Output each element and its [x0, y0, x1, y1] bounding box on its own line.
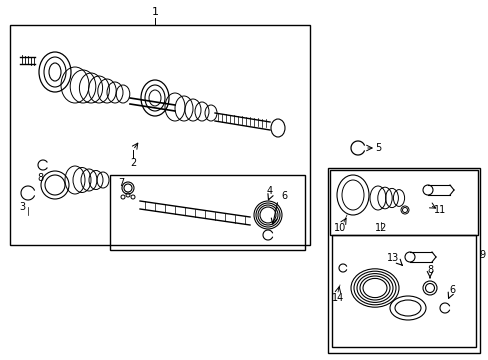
Text: 7: 7 — [118, 178, 124, 188]
Bar — [110, 175, 305, 250]
Text: 12: 12 — [374, 223, 386, 233]
Bar — [10, 25, 309, 245]
Text: 4: 4 — [266, 186, 272, 196]
Bar — [331, 235, 475, 347]
Text: 6: 6 — [281, 191, 286, 201]
Text: 1: 1 — [151, 7, 158, 17]
Text: 14: 14 — [331, 293, 344, 303]
Text: 2: 2 — [130, 158, 136, 168]
Text: 9: 9 — [478, 250, 484, 260]
Text: 3: 3 — [19, 202, 25, 212]
Bar — [329, 170, 477, 235]
Text: 10: 10 — [333, 223, 346, 233]
Text: 5: 5 — [374, 143, 380, 153]
Bar — [327, 168, 479, 353]
Text: 6: 6 — [448, 285, 454, 295]
Text: 8: 8 — [37, 173, 43, 183]
Text: 13: 13 — [386, 253, 398, 263]
Text: 11: 11 — [433, 205, 445, 215]
Text: 8: 8 — [426, 265, 432, 275]
